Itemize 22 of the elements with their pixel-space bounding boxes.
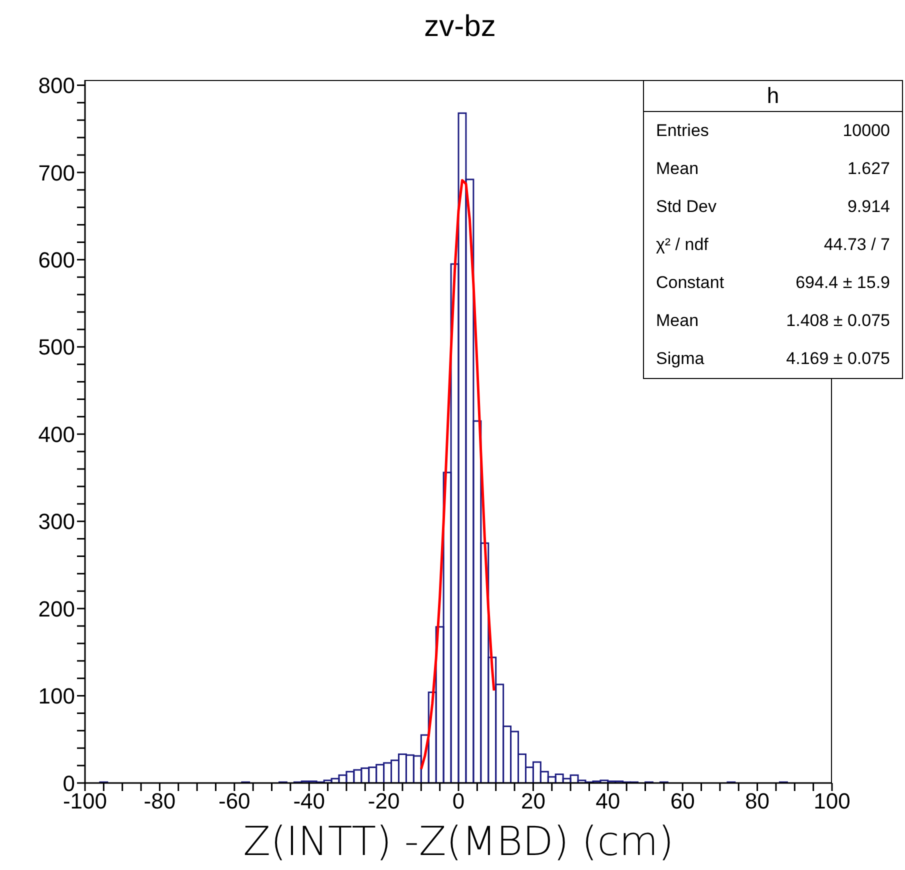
- x-axis-title: Z(INTT) -Z(MBD) (cm): [242, 819, 675, 865]
- x-tick-label: 80: [745, 788, 770, 814]
- x-tick-label: 20: [520, 788, 546, 814]
- x-tick-label: -40: [293, 788, 325, 814]
- annotation: h: [644, 81, 902, 112]
- x-tick-label: -20: [368, 788, 400, 814]
- y-tick-label: 400: [38, 422, 75, 447]
- x-tick-label: 40: [596, 788, 620, 814]
- x-tick-label: 0: [452, 788, 465, 814]
- y-tick-label: 300: [38, 509, 75, 534]
- y-tick-label: 700: [38, 160, 75, 186]
- chart-title: zv-bz: [423, 10, 497, 44]
- x-tick-label: 100: [814, 788, 850, 814]
- y-tick-label: 100: [38, 684, 75, 709]
- y-tick-label: 200: [38, 596, 75, 622]
- x-tick-label: -80: [144, 788, 176, 814]
- statistics-box: h Entries 10000 Mean 1.627 Std Dev 9.914 χ² / ndf 44.73 / 7 Constant 694.4 ± 15.9 Mean 1.408 ± 0.075 Sigma 4.169 ± 0.075: [643, 80, 903, 379]
- y-tick-label: 500: [38, 334, 75, 360]
- y-tick-label: 800: [38, 73, 75, 98]
- x-tick-label: 60: [670, 788, 695, 814]
- y-tick-label: 600: [38, 247, 75, 272]
- x-tick-label: -60: [218, 788, 250, 814]
